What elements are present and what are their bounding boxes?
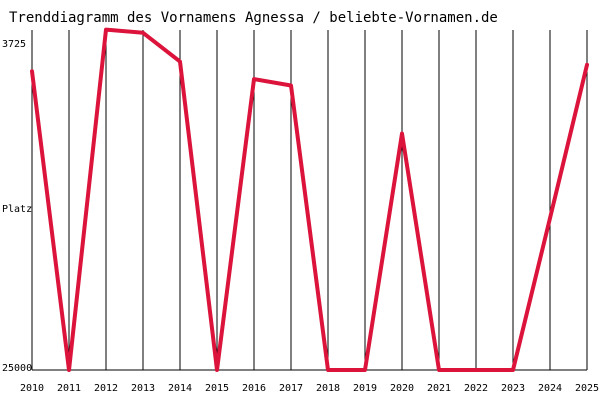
data-point-2014 (178, 60, 182, 64)
x-tick-label-2018: 2018 (316, 383, 340, 394)
x-tick-label-2013: 2013 (131, 383, 155, 394)
x-tick-label-2021: 2021 (427, 383, 451, 394)
x-tick-label-2024: 2024 (538, 383, 562, 394)
data-point-2020 (400, 131, 404, 135)
data-point-2018 (326, 368, 330, 372)
data-point-2021 (437, 368, 441, 372)
chart-title: Trenddiagramm des Vornamens Agnessa / be… (9, 10, 498, 26)
grid-lines (31, 30, 588, 371)
x-tick-label-2023: 2023 (501, 383, 525, 394)
data-point-2011 (67, 368, 71, 372)
x-tick-label-2012: 2012 (94, 383, 118, 394)
data-point-2012 (104, 28, 108, 32)
x-tick-label-2022: 2022 (464, 383, 488, 394)
x-tick-label-2017: 2017 (279, 383, 303, 394)
data-point-2025 (585, 63, 589, 67)
data-point-2015 (215, 368, 219, 372)
data-point-2019 (363, 368, 367, 372)
series-layer (30, 27, 589, 372)
data-point-2016 (252, 77, 256, 81)
data-point-2017 (289, 84, 293, 88)
data-point-2022 (474, 368, 478, 372)
x-tick-labels: 2010 2011 2012 2013 2014 2015 2016 2017 2018 2019… (20, 383, 599, 394)
x-tick-label-2011: 2011 (57, 383, 81, 394)
y-tick-label-top: 3725 (2, 39, 26, 50)
x-tick-label-2020: 2020 (390, 383, 414, 394)
x-tick-label-2019: 2019 (353, 383, 377, 394)
y-tick-label-bottom: 25000 (2, 363, 32, 374)
data-point-2010 (30, 69, 34, 73)
data-point-2013 (141, 31, 145, 35)
x-tick-label-2010: 2010 (20, 383, 44, 394)
series-line-0 (30, 27, 589, 372)
y-axis-label: Platz (2, 204, 32, 215)
x-tick-label-2025: 2025 (575, 383, 599, 394)
x-tick-label-2016: 2016 (242, 383, 266, 394)
x-tick-label-2014: 2014 (168, 383, 192, 394)
data-point-2024 (548, 216, 552, 220)
data-point-2023 (511, 368, 515, 372)
x-tick-label-2015: 2015 (205, 383, 229, 394)
y-tick-labels: 3725 25000 (2, 39, 32, 374)
